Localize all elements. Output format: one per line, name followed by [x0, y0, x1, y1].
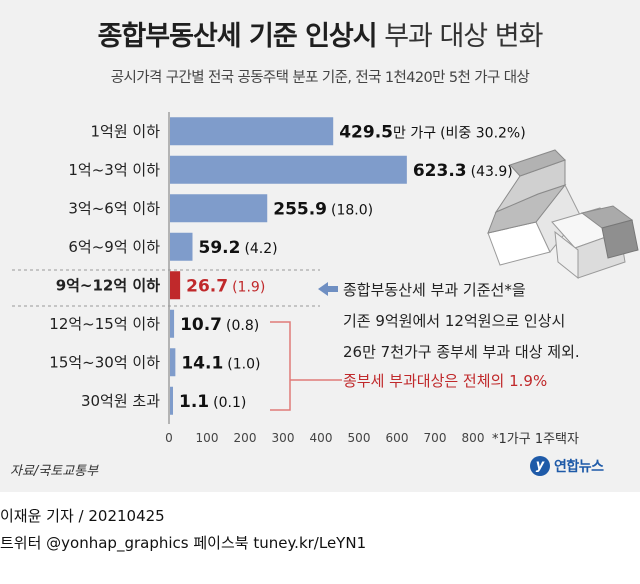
category-label: 1억~3억 이하 [68, 161, 160, 179]
subtitle: 공시가격 구간별 전국 공동주택 분포 기준, 전국 1천420만 5천 가구 … [110, 70, 530, 86]
value-label: 429.5만 가구 (비중 30.2%) [339, 122, 525, 142]
bar-chart: 1억원 이하 429.5만 가구 (비중 30.2%)1억~3억 이하 623.3 (4… [12, 112, 639, 445]
logo-mark: y [530, 456, 550, 476]
title-light: 부과 대상 변화 [384, 21, 543, 52]
value-label: 14.1 (1.0) [181, 353, 260, 373]
share-label: (0.8) [226, 318, 259, 334]
share-label: (1.0) [227, 356, 260, 372]
logo: y 연합뉴스 [530, 456, 604, 476]
category-label: 15억~30억 이하 [49, 353, 160, 371]
value-number: 1.1 [179, 392, 209, 412]
value-number: 255.9 [273, 199, 327, 219]
x-tick-label: 100 [196, 431, 219, 445]
category-label: 30억원 초과 [81, 392, 160, 410]
share-label: (0.1) [213, 395, 246, 411]
title-bold: 종합부동산세 기준 인상시 [97, 21, 378, 52]
x-tick-label: 200 [234, 431, 257, 445]
bar [170, 232, 193, 261]
annotation-line-3: 26만 7천가구 종부세 부과 대상 제외. [343, 343, 580, 361]
houses-icon [487, 149, 639, 280]
value-label: 255.9 (18.0) [273, 199, 373, 219]
value-label: 59.2 (4.2) [198, 238, 277, 258]
credit-social: 트위터 @yonhap_graphics 페이스북 tuney.kr/LeYN1 [0, 534, 367, 552]
x-tick-label: 400 [310, 431, 333, 445]
value-unit: 만 가구 [393, 125, 436, 141]
bracket-line [270, 321, 291, 411]
share-label: (18.0) [331, 202, 373, 218]
x-tick-label: 500 [348, 431, 371, 445]
x-tick-label: 700 [424, 431, 447, 445]
x-tick-label: 300 [272, 431, 295, 445]
bars-group: 1억원 이하 429.5만 가구 (비중 30.2%)1억~3억 이하 623.3 (4… [49, 117, 526, 415]
bar [170, 348, 176, 377]
value-label: 623.3 (43.9) [413, 161, 513, 181]
category-label: 3억~6억 이하 [68, 199, 160, 217]
category-label: 6억~9억 이하 [68, 238, 160, 256]
bar [170, 117, 334, 146]
share-label: (43.9) [471, 164, 513, 180]
value-number: 59.2 [198, 238, 240, 258]
source-label: 자료/국토교통부 [10, 464, 99, 479]
credit-reporter: 이재윤 기자 / 20210425 [0, 507, 165, 525]
value-number: 429.5 [339, 122, 393, 142]
value-number: 623.3 [413, 161, 467, 181]
bar [170, 386, 173, 415]
value-number: 26.7 [186, 276, 228, 296]
value-label: 26.7 (1.9) [186, 276, 265, 296]
bar [170, 194, 268, 223]
bar [170, 271, 181, 300]
category-label: 1억원 이하 [90, 122, 160, 140]
value-number: 10.7 [180, 315, 222, 335]
value-label: 1.1 (0.1) [179, 392, 246, 412]
category-label: 9억~12억 이하 [56, 276, 161, 294]
annotation-line-1: 종합부동산세 부과 기준선*을 [343, 281, 526, 299]
annotation-line-4: 종부세 부과대상은 전체의 1.9% [343, 372, 547, 390]
x-tick-label: 0 [165, 431, 173, 445]
value-number: 14.1 [181, 353, 223, 373]
x-axis-ticks: 0 100 200 300 400 500 600 700 800 [165, 431, 484, 445]
page-title: 종합부동산세 기준 인상시 부과 대상 변화 [0, 14, 640, 53]
bar [170, 309, 175, 338]
share-label: (1.9) [232, 279, 265, 295]
x-tick-label: 800 [462, 431, 485, 445]
value-label: 10.7 (0.8) [180, 315, 259, 335]
x-tick-label: 600 [386, 431, 409, 445]
arrow-left-icon [318, 282, 338, 296]
share-label: (4.2) [244, 241, 277, 257]
footnote: *1가구 1주택자 [492, 432, 579, 447]
bar [170, 155, 407, 184]
annotation-line-2: 기존 9억원에서 12억원으로 인상시 [343, 312, 565, 330]
category-label: 12억~15억 이하 [49, 315, 160, 333]
logo-text: 연합뉴스 [554, 459, 604, 475]
share-label: (비중 30.2%) [440, 125, 526, 141]
